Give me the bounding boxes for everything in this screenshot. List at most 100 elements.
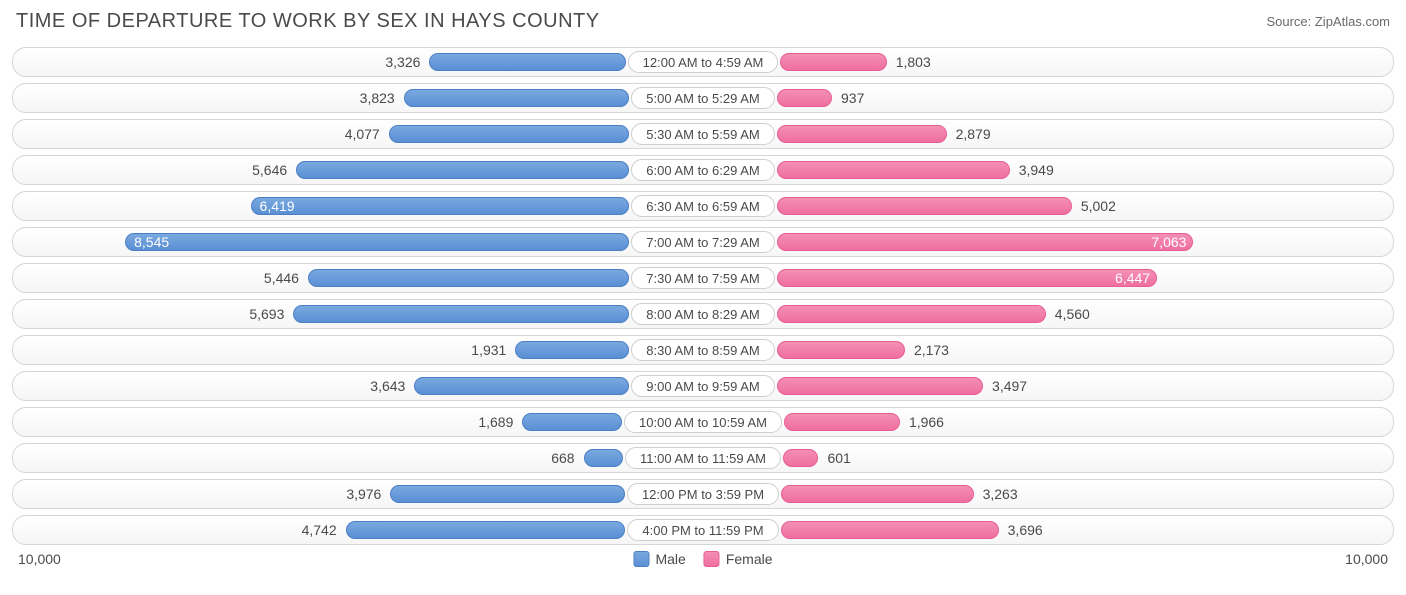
category-pill: 10:00 AM to 10:59 AM bbox=[624, 411, 782, 433]
male-value: 5,646 bbox=[252, 162, 297, 178]
male-value: 3,643 bbox=[370, 378, 415, 394]
female-value: 6,447 bbox=[1115, 270, 1150, 286]
female-half: 937 bbox=[777, 84, 1387, 112]
category-pill: 7:00 AM to 7:29 AM bbox=[631, 231, 774, 253]
female-bar: 3,949 bbox=[777, 161, 1010, 179]
chart-footer: 10,000 Male Female 10,000 bbox=[12, 551, 1394, 573]
female-half: 3,696 bbox=[781, 516, 1387, 544]
female-value: 1,966 bbox=[899, 414, 944, 430]
male-bar: 3,976 bbox=[390, 485, 625, 503]
category-pill: 6:00 AM to 6:29 AM bbox=[631, 159, 774, 181]
male-half: 668 bbox=[19, 444, 623, 472]
male-half: 5,646 bbox=[19, 156, 629, 184]
chart-row: 1,68910:00 AM to 10:59 AM1,966 bbox=[12, 407, 1394, 437]
male-half: 8,545 bbox=[19, 228, 629, 256]
male-value: 3,976 bbox=[346, 486, 391, 502]
female-bar: 937 bbox=[777, 89, 832, 107]
chart-row: 6,4196:30 AM to 6:59 AM5,002 bbox=[12, 191, 1394, 221]
male-half: 4,742 bbox=[19, 516, 625, 544]
female-half: 3,497 bbox=[777, 372, 1387, 400]
male-value: 8,545 bbox=[134, 234, 169, 250]
category-pill: 8:30 AM to 8:59 AM bbox=[631, 339, 774, 361]
chart-row: 66811:00 AM to 11:59 AM601 bbox=[12, 443, 1394, 473]
male-value: 4,077 bbox=[345, 126, 390, 142]
female-value: 3,696 bbox=[998, 522, 1043, 538]
male-value: 1,689 bbox=[478, 414, 523, 430]
female-value: 1,803 bbox=[886, 54, 931, 70]
male-bar: 668 bbox=[584, 449, 623, 467]
male-bar: 3,643 bbox=[414, 377, 629, 395]
legend-male: Male bbox=[633, 551, 685, 567]
chart-row: 4,7424:00 PM to 11:59 PM3,696 bbox=[12, 515, 1394, 545]
male-half: 3,326 bbox=[19, 48, 626, 76]
female-bar: 3,263 bbox=[781, 485, 974, 503]
male-half: 6,419 bbox=[19, 192, 629, 220]
female-half: 4,560 bbox=[777, 300, 1387, 328]
female-bar: 2,173 bbox=[777, 341, 905, 359]
category-pill: 8:00 AM to 8:29 AM bbox=[631, 303, 774, 325]
male-bar: 4,077 bbox=[389, 125, 630, 143]
male-bar: 1,931 bbox=[515, 341, 629, 359]
male-half: 3,823 bbox=[19, 84, 629, 112]
male-value: 1,931 bbox=[471, 342, 516, 358]
chart-row: 5,6466:00 AM to 6:29 AM3,949 bbox=[12, 155, 1394, 185]
category-pill: 9:00 AM to 9:59 AM bbox=[631, 375, 774, 397]
chart-row: 3,8235:00 AM to 5:29 AM937 bbox=[12, 83, 1394, 113]
chart-source: Source: ZipAtlas.com bbox=[1266, 14, 1390, 29]
chart-row: 5,6938:00 AM to 8:29 AM4,560 bbox=[12, 299, 1394, 329]
category-pill: 4:00 PM to 11:59 PM bbox=[627, 519, 778, 541]
male-half: 3,643 bbox=[19, 372, 629, 400]
female-half: 2,879 bbox=[777, 120, 1387, 148]
female-value: 5,002 bbox=[1071, 198, 1116, 214]
axis-label-left: 10,000 bbox=[18, 551, 61, 567]
female-half: 1,803 bbox=[780, 48, 1387, 76]
male-bar: 1,689 bbox=[522, 413, 622, 431]
male-half: 1,689 bbox=[19, 408, 622, 436]
male-value: 668 bbox=[551, 450, 584, 466]
legend-female-label: Female bbox=[726, 551, 773, 567]
female-bar: 7,063 bbox=[777, 233, 1194, 251]
female-bar: 3,696 bbox=[781, 521, 999, 539]
female-half: 1,966 bbox=[784, 408, 1387, 436]
female-value: 3,949 bbox=[1009, 162, 1054, 178]
chart-row: 8,545 7:00 AM to 7:29 AM 7,063 bbox=[12, 227, 1394, 257]
female-bar: 4,560 bbox=[777, 305, 1046, 323]
chart-title: TIME OF DEPARTURE TO WORK BY SEX IN HAYS… bbox=[16, 10, 600, 33]
female-half: 7,063 bbox=[777, 228, 1387, 256]
chart-row: 3,32612:00 AM to 4:59 AM1,803 bbox=[12, 47, 1394, 77]
female-half: 2,173 bbox=[777, 336, 1387, 364]
male-value: 4,742 bbox=[302, 522, 347, 538]
legend: Male Female bbox=[633, 551, 772, 567]
male-bar: 5,693 bbox=[293, 305, 629, 323]
female-half: 3,949 bbox=[777, 156, 1387, 184]
category-pill: 6:30 AM to 6:59 AM bbox=[631, 195, 774, 217]
chart-row: 4,0775:30 AM to 5:59 AM2,879 bbox=[12, 119, 1394, 149]
male-value: 3,326 bbox=[385, 54, 430, 70]
swatch-female-icon bbox=[704, 551, 720, 567]
category-pill: 11:00 AM to 11:59 AM bbox=[625, 447, 781, 469]
male-value: 6,419 bbox=[260, 198, 295, 214]
tornado-chart: 3,32612:00 AM to 4:59 AM1,8033,8235:00 A… bbox=[12, 47, 1394, 545]
female-value: 7,063 bbox=[1151, 234, 1186, 250]
female-bar: 5,002 bbox=[777, 197, 1072, 215]
male-bar: 4,742 bbox=[346, 521, 626, 539]
category-pill: 12:00 AM to 4:59 AM bbox=[628, 51, 779, 73]
male-bar: 8,545 bbox=[125, 233, 629, 251]
chart-row: 3,6439:00 AM to 9:59 AM3,497 bbox=[12, 371, 1394, 401]
chart-row: 1,9318:30 AM to 8:59 AM2,173 bbox=[12, 335, 1394, 365]
female-bar: 1,803 bbox=[780, 53, 886, 71]
female-value: 3,263 bbox=[973, 486, 1018, 502]
female-bar: 2,879 bbox=[777, 125, 947, 143]
female-half: 601 bbox=[783, 444, 1387, 472]
female-half: 5,002 bbox=[777, 192, 1387, 220]
male-half: 5,446 bbox=[19, 264, 629, 292]
female-value: 2,879 bbox=[946, 126, 991, 142]
legend-female: Female bbox=[704, 551, 773, 567]
female-half: 3,263 bbox=[781, 480, 1387, 508]
female-bar: 1,966 bbox=[784, 413, 900, 431]
female-bar: 3,497 bbox=[777, 377, 983, 395]
male-value: 5,693 bbox=[249, 306, 294, 322]
male-half: 1,931 bbox=[19, 336, 629, 364]
chart-row: 3,97612:00 PM to 3:59 PM3,263 bbox=[12, 479, 1394, 509]
female-value: 937 bbox=[831, 90, 864, 106]
